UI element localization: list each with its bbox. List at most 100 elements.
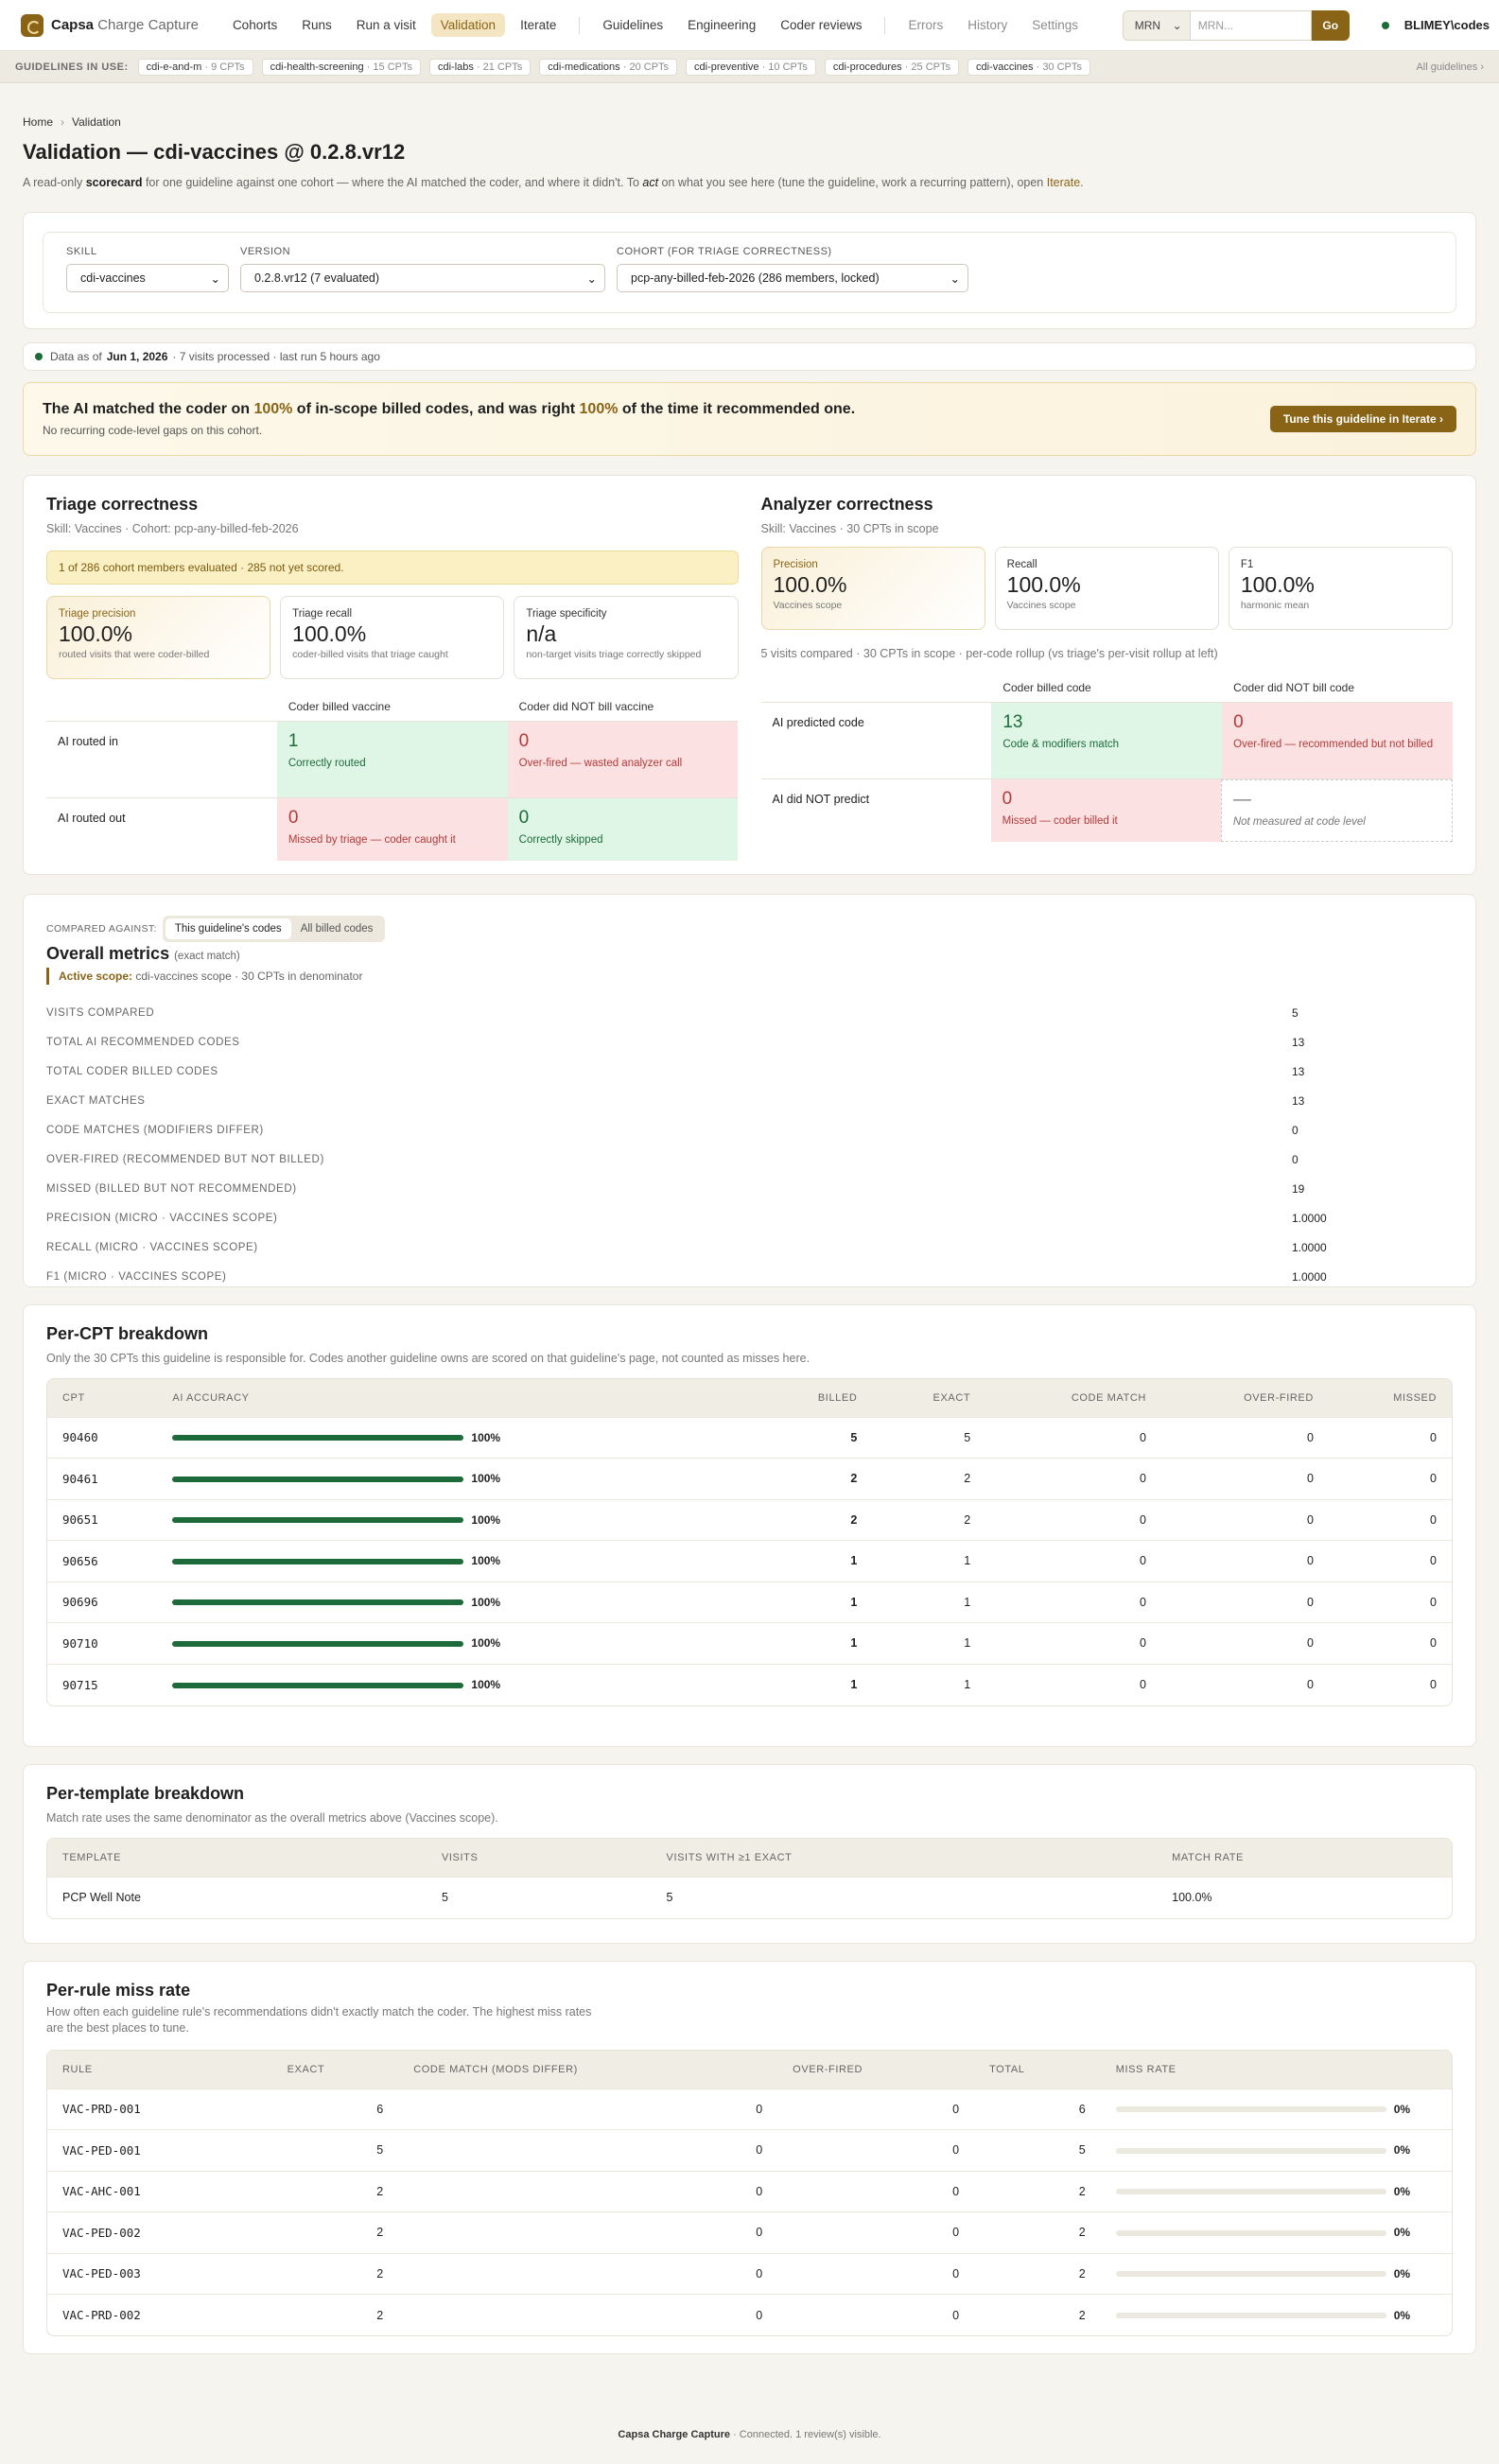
col-header[interactable]: AI ACCURACY — [157, 1379, 757, 1417]
guideline-chip[interactable]: cdi-vaccines · 30 CPTs — [967, 58, 1090, 76]
col-header: Coder did NOT bill code — [1233, 681, 1354, 694]
col-header[interactable]: RULE — [47, 2051, 272, 2088]
code-match-cell: 0 — [985, 1663, 1161, 1705]
col-header[interactable]: TEMPLATE — [47, 1839, 427, 1877]
nav-validation[interactable]: Validation — [430, 13, 506, 37]
col-header[interactable]: MISSED — [1328, 1379, 1452, 1417]
guideline-chip[interactable]: cdi-labs · 21 CPTs — [428, 58, 532, 76]
metric-label: RECALL (MICRO · VACCINES SCOPE) — [46, 1241, 258, 1253]
cpt-cell: 90461 — [47, 1458, 158, 1499]
table-row: 90656 100% 1 1 0 0 0 — [47, 1540, 1452, 1582]
guideline-chip[interactable]: cdi-procedures · 25 CPTs — [824, 58, 959, 76]
col-header[interactable]: MISS RATE — [1100, 2051, 1452, 2088]
col-header[interactable]: CODE MATCH — [985, 1379, 1161, 1417]
guideline-chip[interactable]: cdi-preventive · 10 CPTs — [686, 58, 816, 76]
metric-row: TOTAL AI RECOMMENDED CODES 13 — [46, 1027, 1453, 1057]
missed-cell: 0 — [1328, 1416, 1452, 1459]
code-match-cell: 0 — [985, 1498, 1161, 1541]
guideline-chip[interactable]: cdi-health-screening · 15 CPTs — [261, 58, 421, 76]
nav-settings[interactable]: Settings — [1032, 18, 1079, 32]
col-header[interactable]: CODE MATCH (MODS DIFFER) — [398, 2051, 778, 2088]
metric-row: VISITS COMPARED 5 — [46, 998, 1453, 1027]
version-select[interactable]: 0.2.8.vr12 (7 evaluated) ⌄ — [240, 264, 605, 292]
toggle-all-billed[interactable]: All billed codes — [300, 923, 374, 935]
guideline-chip[interactable]: cdi-e-and-m · 9 CPTs — [137, 58, 253, 76]
compared-label: COMPARED AGAINST: — [46, 923, 157, 935]
data-status: Data as of Jun 1, 2026 · 7 visits processe… — [23, 342, 1476, 371]
analyzer-confusion-matrix: Coder billed code Coder did NOT bill code… — [760, 673, 1454, 842]
guidelines-label: GUIDELINES IN USE: — [15, 61, 129, 73]
mrn-input[interactable]: MRN... — [1190, 9, 1312, 41]
tune-in-iterate-button[interactable]: Tune this guideline in Iterate › — [1269, 406, 1456, 432]
exact-cell: 2 — [271, 2252, 399, 2295]
col-header[interactable]: OVER-FIRED — [777, 2051, 975, 2088]
miss-rate-pct: 0% — [1393, 2308, 1411, 2322]
accuracy-bar — [172, 1476, 464, 1482]
chevron-down-icon: ⌄ — [210, 271, 220, 286]
nav-coder-reviews[interactable]: Coder reviews — [780, 18, 863, 32]
triage-precision-tile: Triage precision 100.0% routed visits that… — [46, 596, 271, 679]
exact-cell: 2 — [271, 2294, 399, 2335]
col-header[interactable]: VISITS — [426, 1839, 652, 1877]
accuracy-cell: 100% — [157, 1416, 757, 1459]
cohort-label: COHORT (FOR TRIAGE CORRECTNESS) — [617, 246, 832, 257]
user-menu[interactable]: BLIMEY\codes — [1381, 18, 1490, 32]
mrn-type-select[interactable]: MRN ⌄ — [1122, 9, 1191, 41]
nav-cohorts[interactable]: Cohorts — [232, 18, 278, 32]
accuracy-cell: 100% — [157, 1540, 757, 1582]
col-header[interactable]: CPT — [47, 1379, 158, 1417]
col-header[interactable]: VISITS WITH ≥1 EXACT — [651, 1839, 1158, 1877]
metric-row: OVER-FIRED (RECOMMENDED BUT NOT BILLED) 0 — [46, 1145, 1453, 1174]
breadcrumb-home[interactable]: Home — [23, 115, 54, 129]
skill-select[interactable]: cdi-vaccines ⌄ — [66, 264, 229, 292]
per-cpt-card: Per-CPT breakdown Only the 30 CPTs this … — [23, 1304, 1476, 1747]
all-guidelines-link[interactable]: All guidelines › — [1416, 61, 1484, 73]
col-header[interactable]: MATCH RATE — [1157, 1839, 1452, 1877]
col-header[interactable]: EXACT — [872, 1379, 986, 1417]
table-row: 90461 100% 2 2 0 0 0 — [47, 1458, 1452, 1499]
col-header[interactable]: OVER-FIRED — [1160, 1379, 1329, 1417]
nav-run-a-visit[interactable]: Run a visit — [356, 18, 416, 32]
nav-errors[interactable]: Errors — [908, 18, 944, 32]
miss-rate-bar — [1115, 2229, 1386, 2236]
over-fired-cell: 0 — [1160, 1498, 1329, 1541]
overall-title: Overall metrics (exact match) — [46, 944, 240, 963]
capsa-logo-icon[interactable] — [21, 13, 44, 37]
chevron-down-icon: ⌄ — [950, 271, 960, 286]
metric-label: PRECISION (MICRO · VACCINES SCOPE) — [46, 1212, 278, 1224]
miss-rate-bar — [1115, 2271, 1386, 2278]
accuracy-pct: 100% — [471, 1472, 501, 1486]
table-row: 90651 100% 2 2 0 0 0 — [47, 1498, 1452, 1541]
nav-engineering[interactable]: Engineering — [688, 18, 757, 32]
guideline-chip[interactable]: cdi-medications · 20 CPTs — [539, 58, 678, 76]
nav-iterate[interactable]: Iterate — [520, 18, 557, 32]
cohort-select[interactable]: pcp-any-billed-feb-2026 (286 members, lo… — [617, 264, 968, 292]
total-cell: 6 — [974, 2088, 1101, 2130]
iterate-link[interactable]: Iterate — [1046, 176, 1081, 189]
accuracy-bar — [172, 1558, 464, 1564]
toggle-this-guideline[interactable]: This guideline's codes — [165, 918, 291, 939]
nav-history[interactable]: History — [967, 18, 1008, 32]
billed-cell: 1 — [756, 1663, 873, 1705]
col-header[interactable]: TOTAL — [974, 2051, 1101, 2088]
over-fired-cell: 0 — [777, 2252, 975, 2295]
cpt-cell: 90696 — [47, 1581, 158, 1623]
billed-cell: 1 — [756, 1540, 873, 1582]
table-row: VAC-AHC-001 2 0 0 2 0% — [47, 2170, 1452, 2212]
triage-specificity-tile: Triage specificity n/a non-target visits t… — [514, 596, 739, 679]
col-header[interactable]: BILLED — [756, 1379, 873, 1417]
total-cell: 5 — [974, 2129, 1101, 2171]
metric-row: F1 (MICRO · VACCINES SCOPE) 1.0000 — [46, 1262, 1453, 1291]
go-button[interactable]: Go — [1311, 9, 1350, 41]
total-cell: 2 — [974, 2211, 1101, 2253]
nav-guidelines[interactable]: Guidelines — [602, 18, 664, 32]
brand[interactable]: Capsa Charge Capture — [51, 17, 199, 33]
col-header[interactable]: EXACT — [271, 2051, 399, 2088]
billed-cell: 5 — [756, 1416, 873, 1459]
accuracy-pct: 100% — [471, 1636, 501, 1651]
exact-cell: 6 — [271, 2088, 399, 2130]
row-label: AI routed out — [58, 812, 126, 825]
metric-value: 0 — [1292, 1152, 1299, 1166]
nav-runs[interactable]: Runs — [302, 18, 332, 32]
metric-row: PRECISION (MICRO · VACCINES SCOPE) 1.0000 — [46, 1203, 1453, 1232]
